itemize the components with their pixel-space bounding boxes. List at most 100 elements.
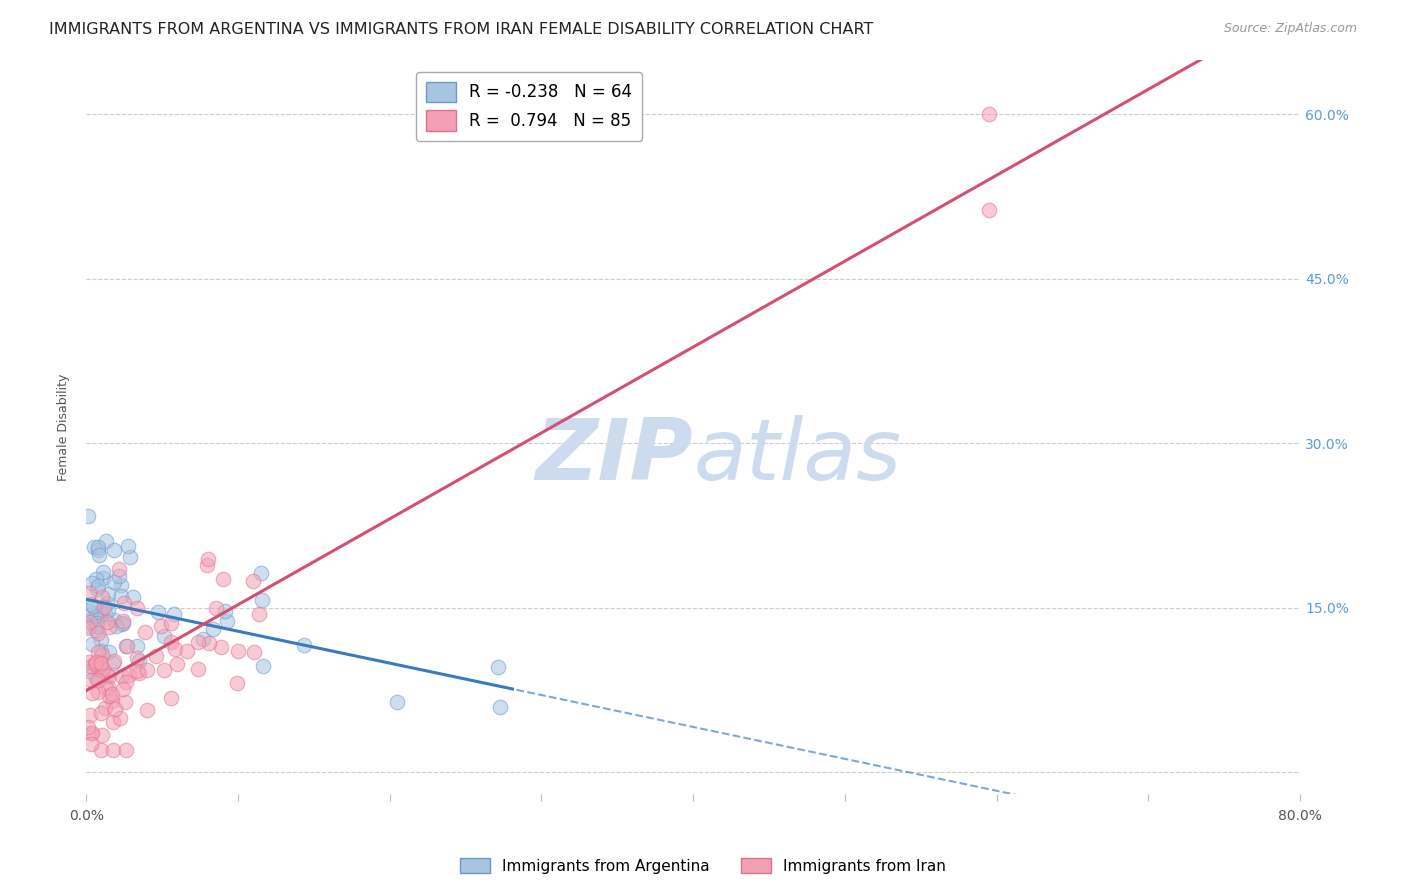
Point	[977, 203, 1000, 218]
Point	[83, 540, 105, 554]
Point	[160, 690, 183, 705]
Point	[111, 669, 134, 683]
Legend: R = -0.238   N = 64, R =  0.794   N = 85: R = -0.238 N = 64, R = 0.794 N = 85	[416, 71, 643, 141]
Point	[209, 640, 232, 654]
Point	[977, 107, 1000, 121]
Point	[94, 681, 117, 695]
Y-axis label: Female Disability: Female Disability	[58, 373, 70, 481]
Point	[115, 674, 138, 689]
Point	[111, 616, 134, 631]
Point	[90, 632, 112, 647]
Point	[108, 569, 131, 583]
Point	[127, 600, 149, 615]
Point	[79, 659, 101, 673]
Point	[125, 665, 148, 679]
Point	[111, 682, 134, 697]
Point	[76, 720, 98, 734]
Point	[82, 575, 104, 590]
Point	[117, 539, 139, 553]
Point	[211, 572, 233, 586]
Point	[121, 591, 143, 605]
Point	[252, 658, 274, 673]
Point	[91, 571, 114, 585]
Text: atlas: atlas	[693, 415, 901, 498]
Point	[111, 617, 134, 632]
Point	[79, 737, 101, 751]
Point	[108, 562, 131, 576]
Point	[205, 600, 228, 615]
Point	[110, 589, 132, 603]
Point	[93, 607, 115, 621]
Point	[90, 663, 112, 677]
Point	[84, 572, 107, 586]
Point	[84, 655, 107, 669]
Point	[80, 597, 103, 611]
Point	[226, 676, 249, 690]
Point	[100, 694, 122, 708]
Point	[91, 728, 114, 742]
Point	[90, 602, 112, 616]
Point	[93, 701, 115, 715]
Point	[166, 657, 188, 671]
Point	[136, 663, 159, 677]
Point	[87, 626, 110, 640]
Point	[152, 629, 174, 643]
Point	[82, 637, 104, 651]
Point	[80, 726, 103, 740]
Point	[90, 706, 112, 721]
Point	[80, 611, 103, 625]
Point	[98, 620, 121, 634]
Point	[128, 654, 150, 668]
Point	[77, 586, 100, 600]
Point	[134, 624, 156, 639]
Point	[187, 662, 209, 676]
Point	[93, 600, 115, 615]
Point	[486, 660, 509, 674]
Point	[128, 666, 150, 681]
Point	[90, 606, 112, 620]
Point	[87, 542, 110, 557]
Point	[97, 603, 120, 617]
Text: Source: ZipAtlas.com: Source: ZipAtlas.com	[1223, 22, 1357, 36]
Point	[103, 542, 125, 557]
Point	[82, 685, 104, 699]
Point	[86, 615, 108, 630]
Point	[101, 715, 124, 730]
Point	[79, 655, 101, 669]
Point	[86, 619, 108, 633]
Point	[226, 644, 249, 658]
Point	[242, 574, 264, 589]
Point	[84, 624, 107, 638]
Point	[87, 579, 110, 593]
Point	[90, 743, 112, 757]
Point	[90, 644, 112, 658]
Point	[96, 534, 118, 549]
Point	[112, 596, 135, 610]
Point	[105, 619, 128, 633]
Point	[86, 609, 108, 624]
Point	[90, 656, 112, 670]
Point	[247, 607, 270, 622]
Text: IMMIGRANTS FROM ARGENTINA VS IMMIGRANTS FROM IRAN FEMALE DISABILITY CORRELATION : IMMIGRANTS FROM ARGENTINA VS IMMIGRANTS …	[49, 22, 873, 37]
Point	[101, 657, 124, 671]
Text: ZIP: ZIP	[536, 415, 693, 498]
Point	[96, 668, 118, 682]
Point	[80, 673, 103, 687]
Point	[292, 638, 315, 652]
Point	[387, 695, 409, 709]
Point	[86, 582, 108, 596]
Point	[249, 566, 271, 581]
Point	[110, 578, 132, 592]
Point	[103, 654, 125, 668]
Point	[160, 635, 183, 649]
Point	[104, 701, 127, 715]
Point	[97, 587, 120, 601]
Point	[489, 700, 512, 714]
Point	[193, 632, 215, 646]
Point	[118, 550, 141, 565]
Point	[79, 615, 101, 629]
Point	[115, 640, 138, 654]
Point	[79, 707, 101, 722]
Point	[83, 657, 105, 672]
Point	[114, 695, 136, 709]
